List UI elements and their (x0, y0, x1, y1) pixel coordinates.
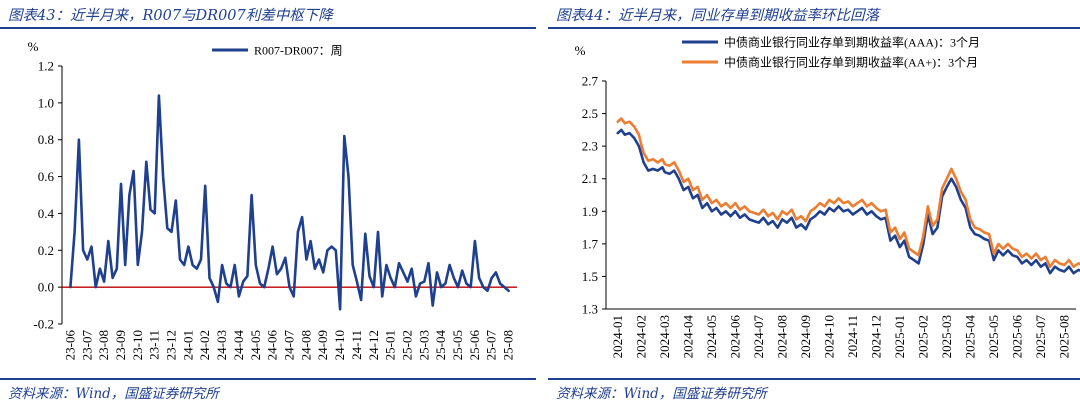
x-tick-label: 25-08 (501, 330, 516, 360)
x-tick-label: 23-08 (96, 330, 111, 360)
x-tick-label: 24-11 (349, 330, 364, 360)
series-line (616, 117, 1080, 268)
y-tick-label: 1.3 (582, 302, 598, 317)
legend-label: 中债商业银行同业存单到期收益率(AA+)：3个月 (724, 55, 978, 70)
series-line (69, 94, 510, 311)
unit-label: % (28, 39, 39, 54)
x-tick-label: 23-09 (113, 330, 128, 360)
y-tick-label: 1.2 (38, 59, 54, 74)
source-rule (548, 378, 1080, 380)
chart-title: 图表44：近半月来，同业存单到期收益率环比回落 (556, 8, 879, 24)
y-tick-label: 2.3 (582, 139, 598, 154)
x-tick-label: 25-06 (467, 330, 482, 361)
x-tick-label: 24-01 (180, 330, 195, 360)
x-tick-label: 2024-06 (727, 315, 742, 359)
y-tick-label: 0.6 (38, 169, 55, 184)
x-tick-label: 2024-07 (751, 315, 766, 359)
source-note: 资料来源：Wind，国盛证券研究所 (556, 386, 767, 402)
x-tick-label: 25-01 (383, 330, 398, 360)
x-tick-label: 23-12 (164, 330, 179, 360)
x-tick-label: 2025-03 (939, 315, 954, 358)
x-tick-label: 25-04 (433, 330, 448, 361)
unit-label: % (575, 43, 586, 58)
x-tick-label: 23-06 (62, 330, 77, 361)
x-tick-label: 2025-02 (915, 315, 930, 358)
y-tick-label: 2.7 (582, 74, 599, 89)
left-chart-panel: 图表43：近半月来，R007与DR007利差中枢下降 % 1.2 1.0 0.8 0.6… (0, 0, 536, 408)
y-tick-label: 1.5 (582, 269, 598, 284)
x-tick-label: 24-02 (197, 330, 212, 360)
y-tick-label: 0.4 (38, 206, 55, 221)
title-rule (0, 27, 536, 29)
y-tick-label: 1.9 (582, 204, 598, 219)
x-tick-label: 2025-08 (1056, 315, 1071, 358)
x-tick-label: 23-07 (79, 330, 94, 361)
x-tick-label: 2024-10 (821, 315, 836, 358)
x-tick-label: 2024-02 (633, 315, 648, 358)
y-tick-label: -0.2 (33, 317, 54, 332)
right-chart-panel: 图表44：近半月来，同业存单到期收益率环比回落 % 2.7 2.5 2.3 2.1 1.9… (548, 0, 1080, 408)
x-tick-label: 25-02 (399, 330, 414, 360)
chart-title: 图表43：近半月来，R007与DR007利差中枢下降 (8, 8, 333, 24)
x-tick-label: 24-12 (366, 330, 381, 360)
x-tick-label: 23-10 (130, 330, 145, 360)
x-tick-label: 24-06 (265, 330, 280, 361)
y-tick-label: 1.7 (582, 236, 599, 251)
x-tick-label: 24-09 (315, 330, 330, 360)
x-tick-label: 2024-08 (774, 315, 789, 358)
x-tick-label: 23-11 (147, 330, 162, 360)
x-tick-label: 2025-05 (986, 315, 1001, 358)
y-tick-label: 2.1 (582, 171, 598, 186)
x-tick-label: 24-05 (248, 330, 263, 360)
y-tick-label: 0.8 (38, 132, 54, 147)
legend-label: R007-DR007：周 (254, 44, 343, 58)
x-tick-label: 24-03 (214, 330, 229, 360)
source-note: 资料来源：Wind，国盛证券研究所 (8, 386, 219, 402)
x-tick-label: 25-05 (450, 330, 465, 360)
ncd-yield-line-chart: % 2.7 2.5 2.3 2.1 1.9 1.7 1.5 1.3 2024-01 2024-02 2… (575, 35, 1080, 359)
x-tick-label: 2024-03 (657, 315, 672, 358)
x-tick-label: 25-03 (416, 330, 431, 360)
x-tick-label: 25-07 (484, 330, 499, 361)
y-tick-label: 0.0 (38, 280, 54, 295)
spread-line-chart: %1.21.00.80.60.40.20.0-0.223-06 23-07 23-0… (28, 39, 517, 361)
source-rule (0, 378, 536, 380)
x-tick-label: 2024-09 (798, 315, 813, 358)
y-tick-label: 0.2 (38, 243, 54, 258)
x-tick-label: 24-07 (282, 330, 297, 361)
x-tick-label: 2024-01 (610, 315, 625, 358)
x-tick-label: 2024-12 (868, 315, 883, 358)
x-tick-label: 24-10 (332, 330, 347, 360)
y-tick-label: 2.5 (582, 106, 598, 121)
x-tick-label: 2025-04 (962, 315, 977, 359)
x-tick-label: 2024-05 (704, 315, 719, 358)
title-rule (548, 27, 1080, 29)
legend-label: 中债商业银行同业存单到期收益率(AAA)：3个月 (724, 35, 980, 50)
y-tick-label: 1.0 (38, 95, 54, 110)
x-tick-label: 24-08 (298, 330, 313, 360)
series-line (616, 128, 1080, 275)
x-tick-label: 2024-11 (845, 315, 860, 358)
x-tick-label: 2024-04 (680, 315, 695, 359)
x-tick-label: 2025-07 (1033, 315, 1048, 359)
x-tick-label: 2025-06 (1009, 315, 1024, 359)
x-tick-label: 24-04 (231, 330, 246, 361)
x-tick-label: 2025-01 (892, 315, 907, 358)
